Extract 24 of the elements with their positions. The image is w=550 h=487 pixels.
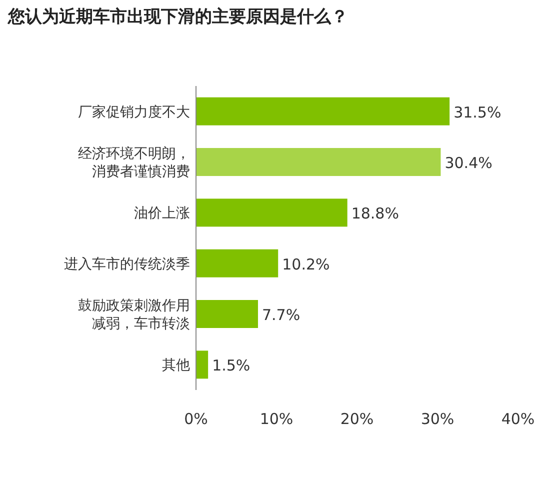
data-label: 18.8% [351, 204, 399, 223]
data-label: 31.5% [454, 103, 502, 122]
data-label: 30.4% [444, 154, 492, 172]
y-tick-label: 厂家促销力度不大 [78, 104, 190, 120]
data-label: 1.5% [212, 356, 250, 375]
bar [196, 148, 441, 176]
y-tick-label: 其他 [162, 358, 190, 374]
y-tick-label: 鼓励政策刺激作用减弱，车市转淡 [78, 298, 190, 332]
x-tick-label: 20% [340, 410, 374, 428]
y-tick-label: 经济环境不明朗，消费者谨慎消费 [78, 146, 190, 180]
bar [196, 249, 278, 278]
data-label: 7.7% [262, 306, 300, 324]
data-label: 10.2% [282, 255, 330, 274]
x-tick-label: 0% [184, 410, 208, 428]
x-tick-label: 40% [501, 410, 535, 428]
chart-title: 您认为近期车市出现下滑的主要原因是什么？ [7, 7, 348, 27]
bar [196, 350, 208, 379]
bar [196, 198, 348, 227]
y-tick-label: 油价上涨 [134, 206, 190, 222]
y-tick-label: 进入车市的传统淡季 [64, 256, 190, 272]
x-tick-label: 10% [260, 410, 294, 428]
bar [196, 300, 258, 328]
bar [196, 97, 450, 126]
x-tick-label: 30% [420, 410, 454, 428]
